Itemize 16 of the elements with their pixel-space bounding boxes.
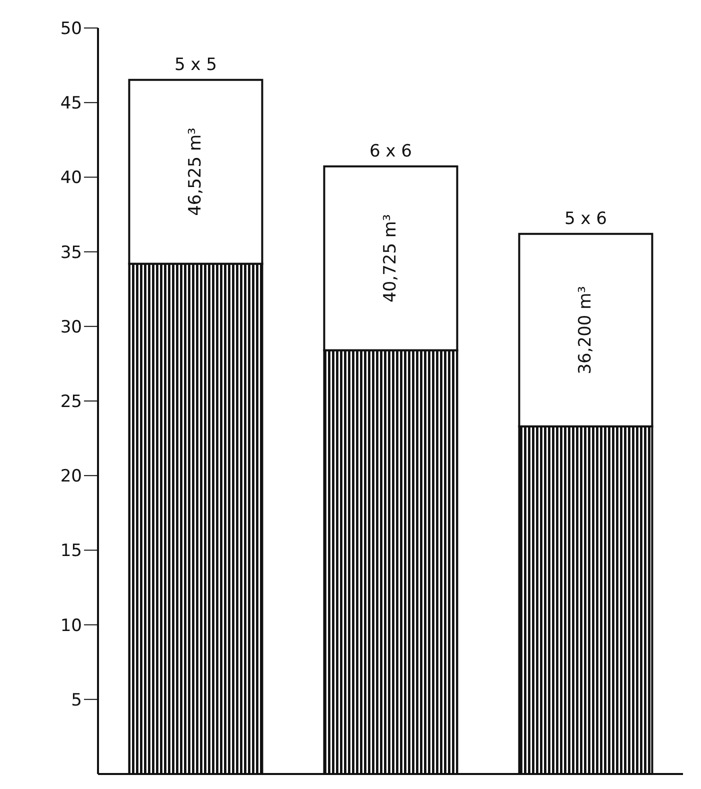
x-tick-label: 5 x 5 [174, 54, 217, 75]
y-tick-label: 10 [60, 616, 82, 636]
total-label: 40,725 m³ [380, 214, 401, 302]
x-tick-label: 6 x 6 [369, 141, 412, 162]
total-label: 46,525 m³ [186, 128, 206, 216]
y-tick-label: 45 [60, 94, 82, 114]
y-tick-label: 35 [60, 242, 82, 263]
x-tick-label: 5 x 6 [564, 208, 607, 229]
y-tick-label: 20 [60, 466, 82, 487]
y-tick-label: 15 [60, 541, 82, 562]
y-tick-label: 30 [60, 317, 82, 338]
y-tick-label: 25 [60, 392, 82, 412]
y-tick-label: 40 [60, 168, 82, 188]
y-tick-label: 50 [60, 19, 82, 40]
y-tick-label: 5 [71, 690, 82, 710]
total-label: 36,200 m³ [576, 286, 596, 374]
